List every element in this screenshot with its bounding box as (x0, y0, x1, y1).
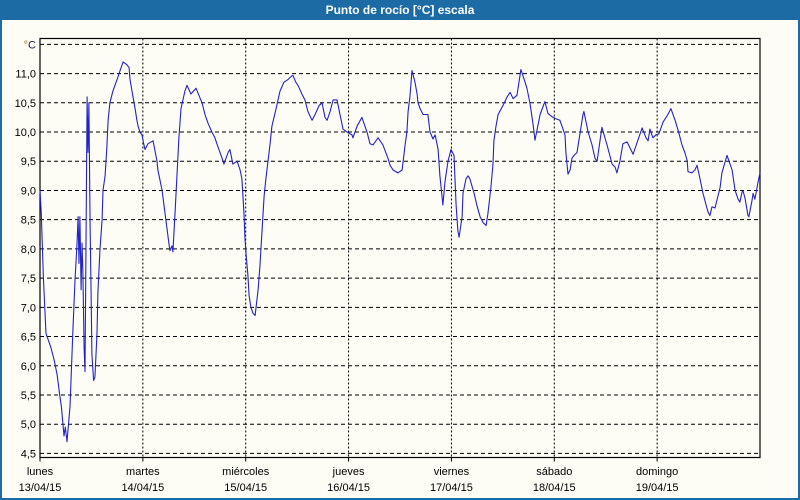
y-tick-label: 7,5 (21, 273, 36, 285)
chart-title: Punto de rocío [°C] escala (325, 3, 475, 17)
x-day-name-label: miércoles (222, 466, 270, 478)
dewpoint-series-line (39, 61, 761, 443)
y-tick-label: 6,0 (21, 361, 36, 373)
x-day-date-label: 16/04/15 (327, 482, 370, 494)
x-day-name-label: viernes (434, 466, 470, 478)
y-tick-label: 11,0 (15, 69, 36, 81)
chart-title-bar: Punto de rocío [°C] escala (0, 0, 800, 20)
y-axis-unit-label: °C (24, 39, 36, 51)
x-day-name-label: martes (126, 466, 160, 478)
x-day-date-label: 15/04/15 (224, 482, 267, 494)
x-day-date-label: 14/04/15 (121, 482, 164, 494)
y-tick-label: 4,5 (21, 448, 36, 460)
x-day-date-label: 13/04/15 (19, 482, 62, 494)
x-day-name-label: jueves (332, 466, 365, 478)
x-day-name-label: sábado (536, 466, 572, 478)
y-tick-label: 9,0 (21, 185, 36, 197)
y-tick-label: 5,0 (21, 419, 36, 431)
x-day-date-label: 18/04/15 (533, 482, 576, 494)
x-day-date-label: 19/04/15 (636, 482, 679, 494)
y-tick-label: 6,5 (21, 332, 36, 344)
y-tick-label: 9,5 (21, 156, 36, 168)
x-day-date-label: 17/04/15 (430, 482, 473, 494)
y-tick-label: 5,5 (21, 390, 36, 402)
y-tick-label: 10,0 (15, 127, 36, 139)
y-tick-label: 7,0 (21, 302, 36, 314)
y-tick-label: 8,0 (21, 244, 36, 256)
plot-frame (39, 37, 761, 459)
y-tick-label: 8,5 (21, 215, 36, 227)
y-tick-label: 10,5 (15, 98, 36, 110)
x-day-name-label: domingo (636, 466, 678, 478)
x-day-name-label: lunes (27, 466, 54, 478)
